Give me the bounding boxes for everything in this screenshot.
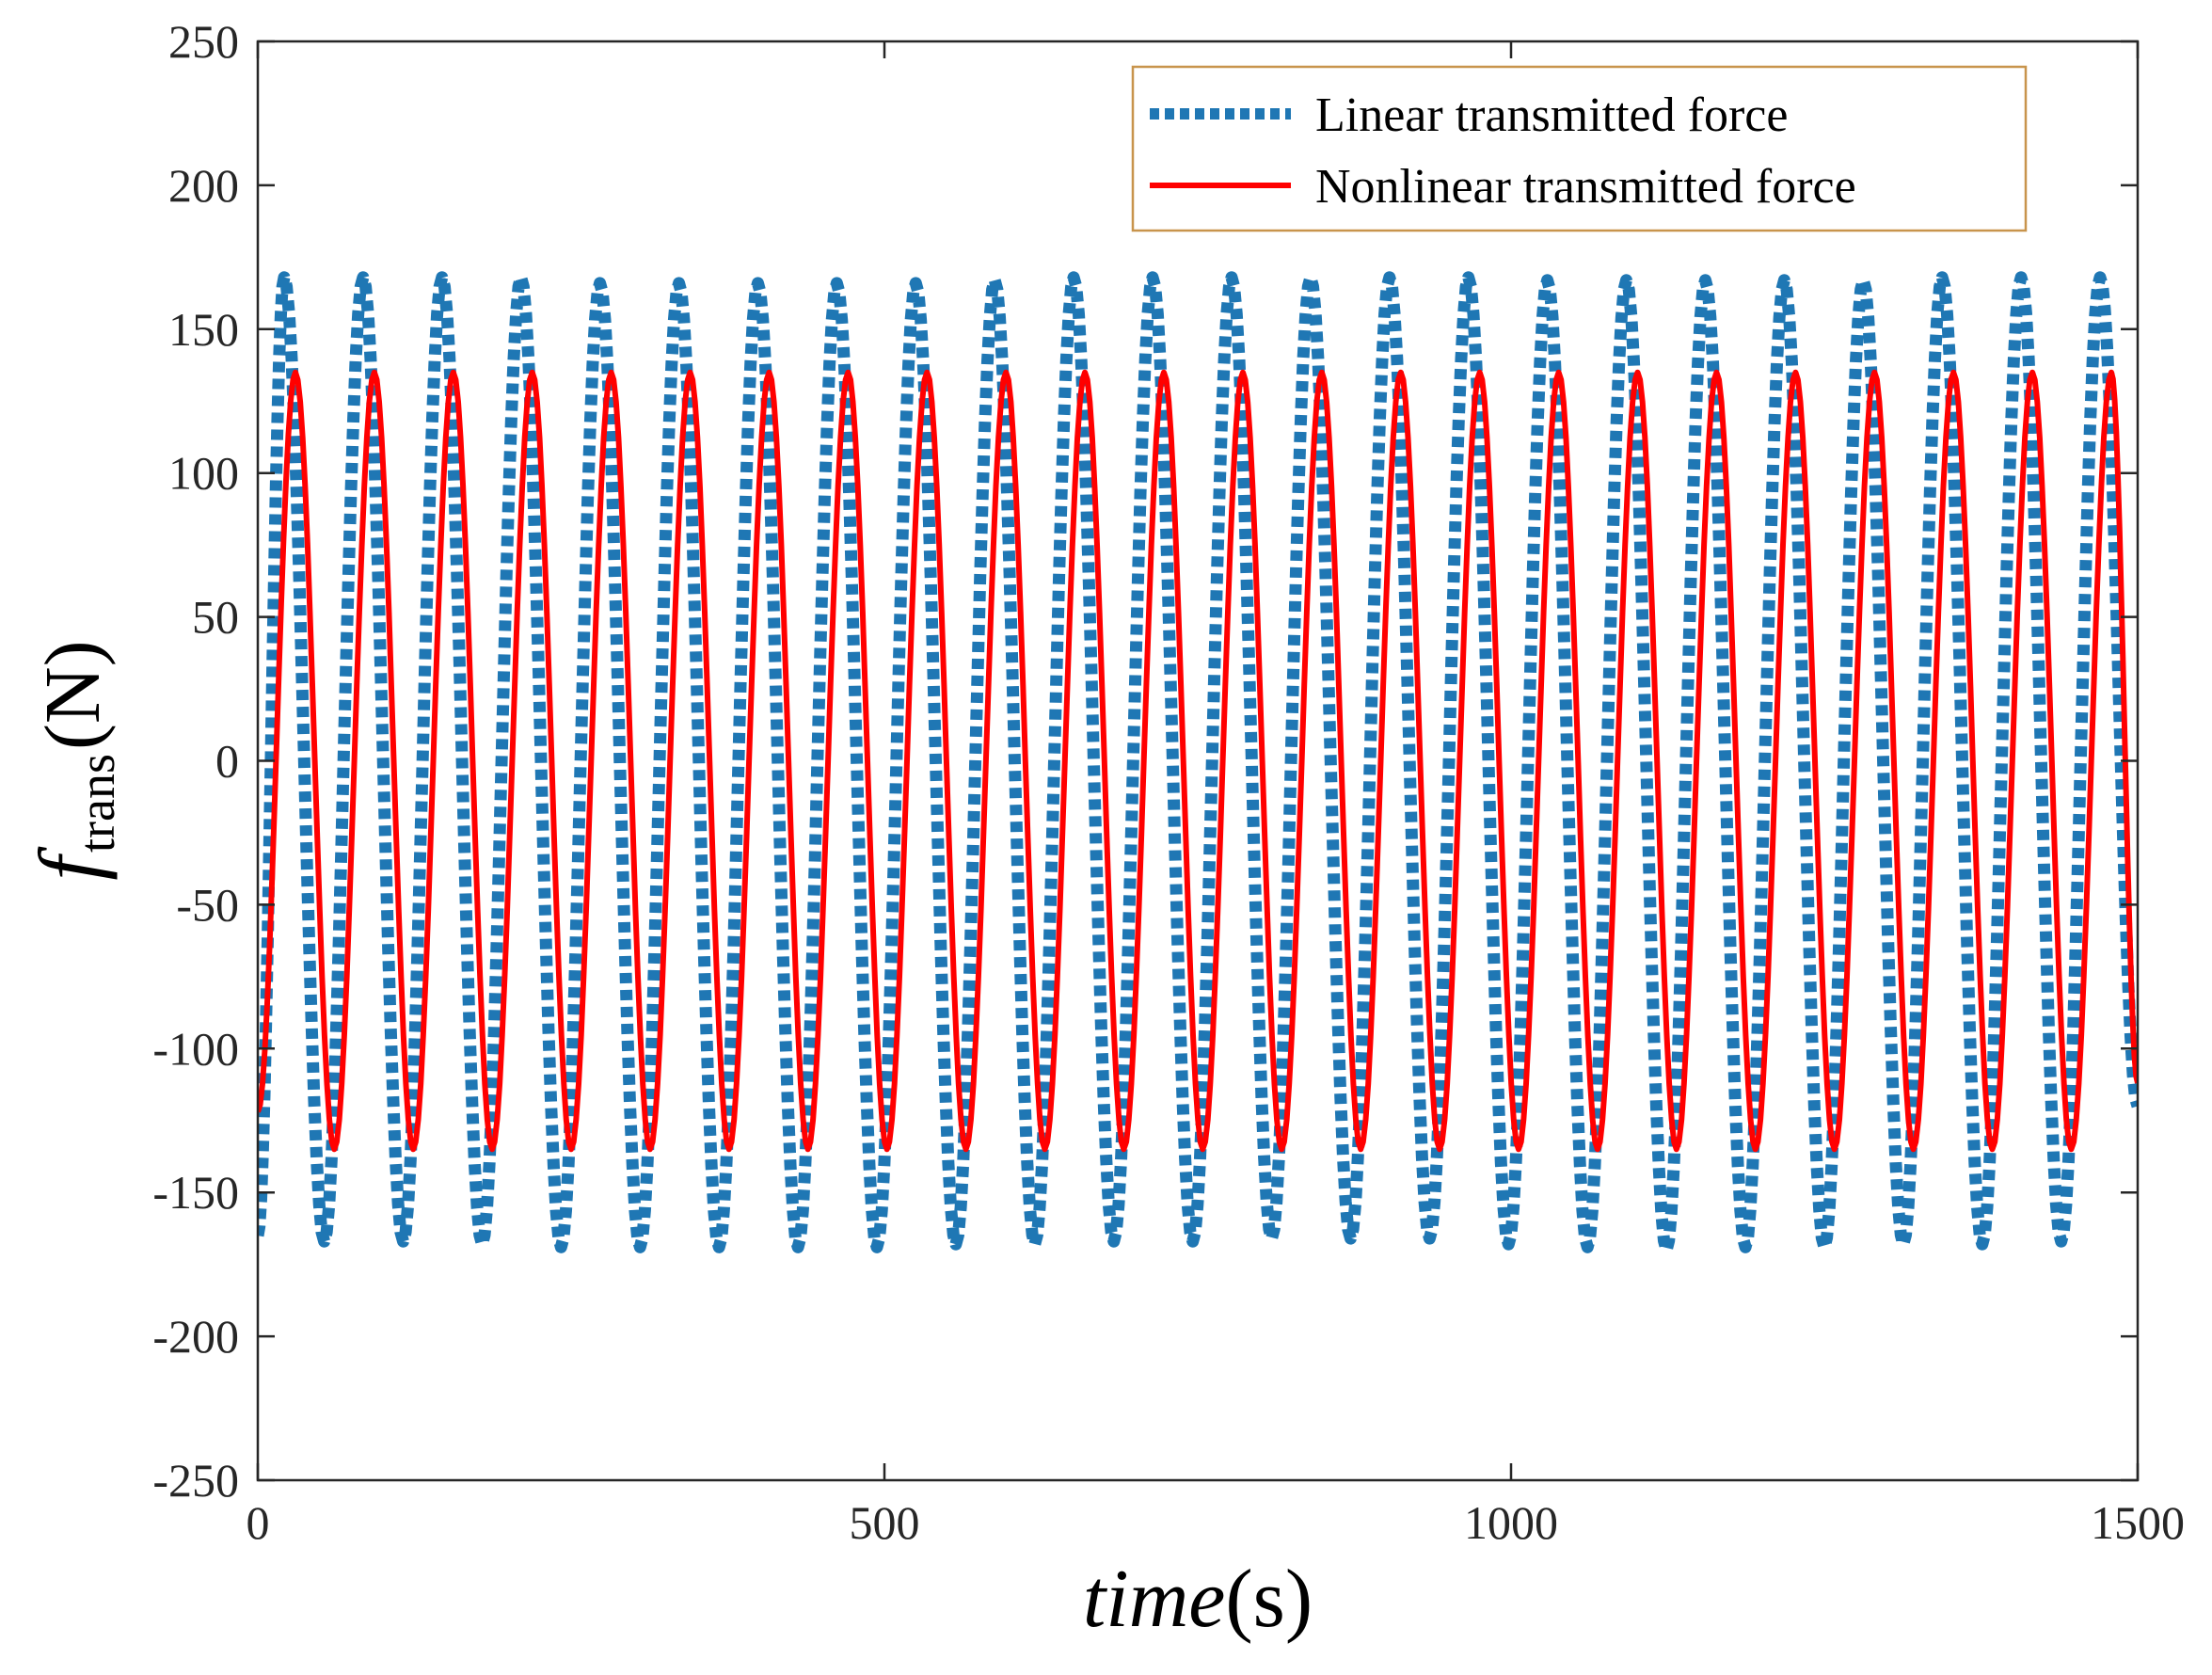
legend-box bbox=[1131, 65, 2028, 232]
svg-text:ftrans(N): ftrans(N) bbox=[22, 640, 125, 880]
legend-label-linear: Linear transmitted force bbox=[1315, 88, 1788, 142]
y-axis-title: ftrans(N) bbox=[22, 640, 125, 880]
legend: Linear transmitted force Nonlinear trans… bbox=[1131, 65, 2028, 232]
x-tick-label: 500 bbox=[850, 1496, 920, 1549]
x-axis-title: time(s) bbox=[1083, 1554, 1313, 1645]
y-tick-label: -200 bbox=[152, 1310, 239, 1363]
y-tick-label: -250 bbox=[152, 1454, 239, 1507]
y-tick-label: -150 bbox=[152, 1166, 239, 1219]
x-axis-ticks: 0 500 1000 1500 bbox=[247, 41, 2185, 1549]
x-axis-title-main: time bbox=[1083, 1554, 1226, 1645]
series-layer bbox=[258, 271, 2138, 1256]
x-axis-title-unit: (s) bbox=[1225, 1554, 1313, 1645]
y-tick-label: 50 bbox=[192, 591, 239, 644]
y-axis-title-subscript: trans bbox=[69, 754, 125, 853]
y-tick-label: -50 bbox=[176, 878, 239, 931]
legend-label-nonlinear: Nonlinear transmitted force bbox=[1315, 160, 1856, 214]
x-tick-label: 0 bbox=[247, 1496, 270, 1549]
y-tick-label: -100 bbox=[152, 1022, 239, 1075]
y-tick-label: 0 bbox=[215, 735, 239, 788]
y-axis-title-unit: (N) bbox=[29, 640, 117, 750]
y-tick-label: 250 bbox=[168, 15, 239, 68]
y-axis-ticks: 250 200 150 100 50 0 -50 -100 -150 -200 -250 bbox=[152, 15, 2138, 1507]
y-tick-label: 200 bbox=[168, 159, 239, 212]
series-line-nonlinear bbox=[258, 369, 2138, 1153]
x-tick-label: 1500 bbox=[2091, 1496, 2185, 1549]
x-tick-label: 1000 bbox=[1464, 1496, 1558, 1549]
series-line-linear bbox=[258, 271, 2138, 1256]
y-tick-label: 150 bbox=[168, 303, 239, 356]
y-tick-label: 100 bbox=[168, 447, 239, 500]
